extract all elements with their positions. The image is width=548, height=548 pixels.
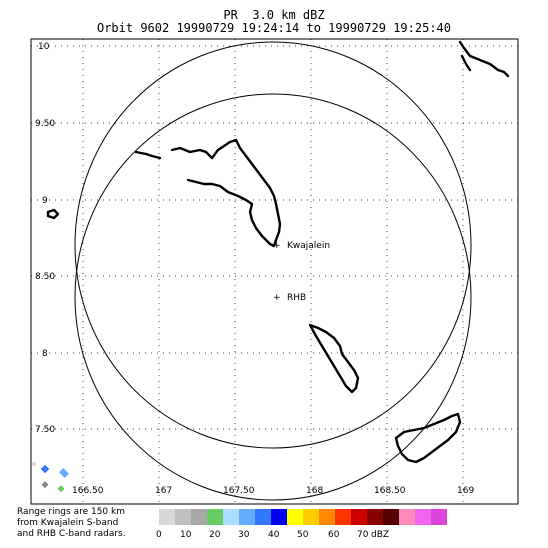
latitude-labels: 10 9.50 9 8.50 8 7.50 <box>35 42 55 435</box>
colorbar-swatch <box>367 509 383 525</box>
colorbar-unit: dBZ <box>371 530 390 540</box>
lon-label: 167.50 <box>223 486 255 496</box>
colorbar-tick-label: 40 <box>268 530 280 540</box>
longitude-labels: 166.50 167 167.50 168 168.50 169 <box>72 486 474 496</box>
rhb-label: RHB <box>287 293 306 303</box>
map-frame <box>30 38 519 505</box>
dbz-colorbar <box>159 509 447 525</box>
kwajalein-atoll-coastline <box>134 138 282 248</box>
lon-label: 167 <box>155 486 172 496</box>
lon-label: 168.50 <box>374 486 406 496</box>
coastlines <box>46 40 510 464</box>
rhb-marker: + <box>273 293 281 303</box>
atoll-east <box>308 323 360 394</box>
colorbar-swatch <box>159 509 175 525</box>
colorbar-swatch <box>351 509 367 525</box>
colorbar-swatch <box>415 509 431 525</box>
colorbar-labels: 0 10 20 30 40 50 60 70 dBZ <box>0 530 548 542</box>
colorbar-tick-label: 0 <box>156 530 162 540</box>
lae-island <box>46 208 60 220</box>
lon-label: 166.50 <box>72 486 104 496</box>
site-markers: + Kwajalein + RHB <box>273 241 330 303</box>
kwajalein-label: Kwajalein <box>287 241 330 251</box>
colorbar-tick-label: 10 <box>180 530 192 540</box>
colorbar-swatch <box>335 509 351 525</box>
range-ring-footnote: Range rings are 150 km from Kwajalein S-… <box>17 507 126 539</box>
atoll-south-east <box>394 412 462 464</box>
rhb-range-ring <box>74 93 472 501</box>
colorbar-tick-label: 60 <box>328 530 340 540</box>
colorbar-swatch <box>271 509 287 525</box>
range-rings <box>74 41 472 501</box>
echo-cell <box>40 464 50 474</box>
colorbar-swatch <box>431 509 447 525</box>
lat-label: 7.50 <box>35 425 55 435</box>
lat-label: 10 <box>38 42 50 52</box>
colorbar-tick-label: 30 <box>238 530 250 540</box>
colorbar-swatch <box>191 509 207 525</box>
lat-label: 9.50 <box>35 119 55 129</box>
lat-label: 8 <box>42 349 48 359</box>
colorbar-swatch <box>239 509 255 525</box>
colorbar-swatch <box>383 509 399 525</box>
echo-cell <box>32 462 36 466</box>
colorbar-swatch <box>287 509 303 525</box>
echo-cell <box>59 468 69 478</box>
kwajalein-marker: + <box>273 241 281 251</box>
orbit-subtitle: Orbit 9602 19990729 19:24:14 to 19990729… <box>96 21 451 35</box>
colorbar-swatch <box>223 509 239 525</box>
colorbar-tick-label: 70 <box>357 530 369 540</box>
map-title: PR 3.0 km dBZ <box>223 8 325 22</box>
colorbar-swatch <box>175 509 191 525</box>
colorbar-swatch <box>207 509 223 525</box>
colorbar-swatch <box>399 509 415 525</box>
colorbar-tick-label: 20 <box>209 530 221 540</box>
lon-label: 169 <box>457 486 474 496</box>
colorbar-swatch <box>303 509 319 525</box>
colorbar-tick-label: 50 <box>297 530 309 540</box>
lat-label: 8.50 <box>35 272 55 282</box>
lat-label: 9 <box>42 196 48 206</box>
colorbar-swatch <box>255 509 271 525</box>
lon-label: 168 <box>306 486 323 496</box>
kwajalein-range-ring <box>74 41 472 449</box>
colorbar-swatch <box>319 509 335 525</box>
atoll-north-east <box>458 40 510 78</box>
